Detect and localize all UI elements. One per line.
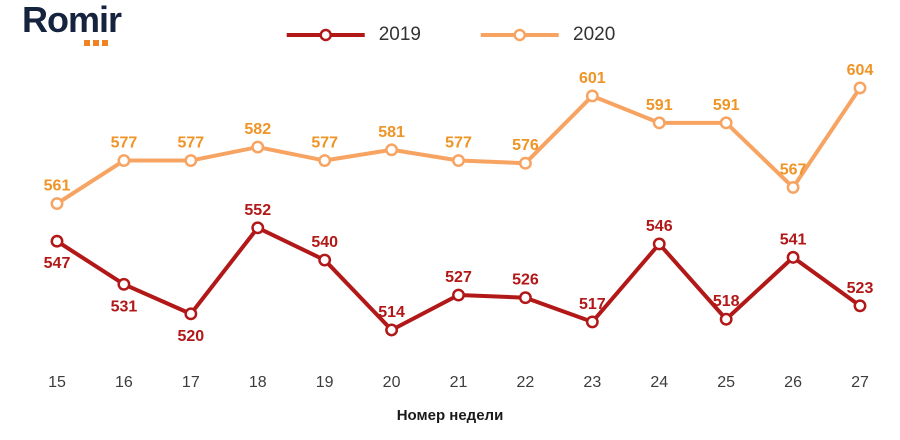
x-tick-label: 24: [650, 374, 668, 391]
data-point-label: 561: [44, 178, 71, 195]
data-point-marker: [518, 156, 532, 170]
legend-item-2019: 2019: [285, 24, 421, 46]
data-point-label: 581: [378, 124, 405, 141]
data-point-marker: [117, 154, 131, 167]
logo-dot-icon: [84, 40, 90, 46]
series-2020: 561 577 577 582 577 581 577 576 601 591 591 567 604: [44, 62, 874, 211]
legend: 2019 2020: [285, 24, 615, 46]
data-point-marker: [50, 234, 64, 248]
x-tick-label: 20: [383, 374, 401, 391]
data-point-label: 523: [847, 280, 874, 297]
data-point-label: 540: [311, 234, 338, 251]
data-point-label: 582: [244, 121, 271, 138]
legend-label-2019: 2019: [378, 24, 421, 45]
x-tick-label: 18: [249, 374, 267, 391]
data-point-label: 577: [177, 135, 204, 152]
x-tick-label: 21: [450, 374, 468, 391]
data-point-label: 591: [713, 97, 740, 114]
romir-logo-dots-icon: [84, 40, 121, 46]
data-point-marker: [652, 116, 666, 130]
data-point-marker: [251, 140, 265, 154]
logo-dot-icon: [93, 40, 99, 46]
data-point-label: 527: [445, 269, 472, 286]
data-point-marker: [786, 180, 800, 194]
data-point-marker: [786, 250, 800, 264]
data-point-marker: [117, 277, 131, 291]
legend-line-2020-icon: [481, 28, 559, 42]
data-point-label: 546: [646, 218, 673, 235]
data-point-marker: [184, 154, 198, 167]
data-point-label: 591: [646, 97, 673, 114]
data-point-label: 517: [579, 296, 606, 313]
data-point-label: 520: [177, 328, 204, 345]
data-point-marker: [853, 81, 867, 95]
data-point-label: 547: [44, 255, 71, 272]
data-point-label: 526: [512, 272, 539, 289]
data-point-marker: [652, 237, 666, 251]
data-point-label: 576: [512, 137, 539, 154]
logo-dot-icon: [102, 40, 108, 46]
data-point-marker: [518, 291, 532, 305]
data-point-marker: [318, 253, 332, 267]
data-point-marker: [585, 315, 599, 329]
x-axis-title: Номер недели: [396, 407, 504, 424]
series-2019: 547 531 520 552 540 514 527 526 517 546 518 541 523: [44, 202, 874, 345]
data-point-marker: [452, 154, 465, 167]
data-point-label: 531: [111, 298, 138, 315]
x-tick-label: 23: [583, 374, 601, 391]
data-point-marker: [853, 299, 867, 313]
data-point-marker: [719, 116, 733, 130]
data-point-marker: [385, 143, 399, 157]
data-point-marker: [585, 89, 599, 103]
x-tick-label: 25: [717, 374, 735, 391]
legend-item-2020: 2020: [479, 24, 615, 46]
data-point-marker: [452, 288, 465, 302]
legend-label-2020: 2020: [573, 24, 616, 45]
data-point-label: 577: [111, 135, 138, 152]
data-point-label: 577: [445, 135, 472, 152]
romir-logo-text: Romir: [22, 0, 122, 40]
data-point-label: 514: [378, 304, 405, 321]
data-point-label: 577: [311, 135, 338, 152]
x-tick-label: 16: [115, 374, 133, 391]
data-point-marker: [318, 154, 332, 167]
x-tick-label: 15: [48, 374, 66, 391]
x-axis-ticks: 15 16 17 18 19 20 21 22 23 24 25 26 27: [48, 374, 869, 391]
x-tick-label: 27: [851, 374, 869, 391]
data-point-label: 567: [780, 161, 807, 178]
data-point-marker: [719, 312, 733, 326]
data-point-marker: [184, 307, 198, 321]
data-point-label: 601: [579, 70, 606, 87]
x-tick-label: 22: [517, 374, 535, 391]
data-point-label: 552: [244, 202, 271, 219]
x-tick-label: 17: [182, 374, 200, 391]
data-point-label: 541: [780, 231, 807, 248]
data-point-marker: [50, 197, 64, 211]
data-point-marker: [385, 323, 399, 337]
data-point-marker: [251, 221, 265, 235]
x-tick-label: 26: [784, 374, 802, 391]
data-point-label: 604: [847, 62, 874, 79]
romir-logo: Romir: [22, 0, 122, 46]
legend-line-2019-icon: [286, 28, 365, 42]
data-point-label: 518: [713, 293, 740, 310]
x-tick-label: 19: [316, 374, 334, 391]
